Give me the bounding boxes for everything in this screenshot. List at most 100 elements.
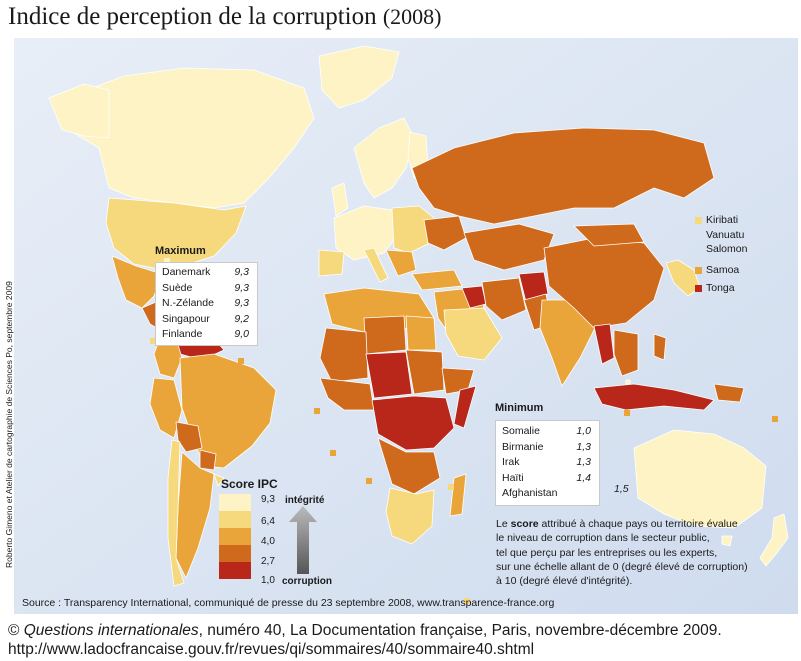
country-c-africa [371,395,455,451]
pacific-item-samoa: Samoa [695,263,739,278]
map-title-year: (2008) [382,4,442,29]
maximum-heading: Maximum [155,245,206,257]
note-line: tel que perçu par les entreprises ou les… [496,546,718,559]
country-name: Singapour [162,312,210,325]
ranking-row: Birmanie 1,3 [496,440,599,456]
country-uk [331,182,349,217]
country-russia [411,127,715,225]
legend-tick: 4,0 [261,536,275,547]
country-afghan [518,271,549,303]
map-title-main: Indice de perception de la corruption [8,3,377,30]
island-marker [238,358,244,364]
country-alaska [48,83,110,139]
country-indonesia [593,383,715,411]
ranking-row: Somalie 1,0 [496,424,599,440]
country-paraguay [199,449,217,471]
country-score: 1,3 [576,440,591,453]
country-score: 9,3 [234,281,249,294]
legend-title: Score IPC [221,477,278,491]
country-italy [363,247,389,283]
island-marker [448,484,454,490]
legend-tick: 6,4 [261,516,275,527]
ranking-row: Irak 1,3 [496,455,599,471]
country-name: Danemark [162,266,211,278]
island-marker [772,416,778,422]
legend-corruption-label: corruption [282,576,332,587]
country-philippines [653,333,667,361]
legend-tick: 1,0 [261,575,275,586]
country-singapore [625,379,631,385]
ranking-row: Suède 9,3 [156,281,257,297]
country-png [713,383,745,403]
ranking-row: N.-Zélande 9,3 [156,296,257,312]
country-burma [593,323,615,365]
country-arabia [443,307,503,361]
swatch-dark [695,284,702,292]
minimum-box: Somalie 1,0 Birmanie 1,3 Irak 1,3 Haïti 1,4 Afgh… [495,420,600,506]
island-marker [164,258,170,264]
country-chad-niger [365,351,413,399]
maximum-box: Danemark 9,3 Suède 9,3 N.-Zélande 9,3 Singapou… [155,262,258,346]
note-line: Le score attribué à chaque pays ou terri… [496,518,738,530]
country-libya [363,315,407,355]
country-turkey [411,269,463,291]
world-map [14,38,798,614]
country-mongolia [573,223,645,247]
ranking-row: Danemark 9,3 [156,265,257,281]
country-s-africa-n [377,437,441,495]
legend-tick: 9,3 [261,494,275,505]
country-score: 9,3 [234,266,249,278]
minimum-heading: Minimum [495,402,544,414]
country-scandinavia [353,117,415,199]
country-score: 9,3 [234,297,249,309]
country-score: 9,2 [234,312,249,325]
country-iran [481,277,527,321]
legend-swatch-2 [219,511,251,528]
country-kazakh [463,223,555,271]
country-australia [633,429,767,529]
note-line: sur une échelle allant de 0 (degré élevé… [496,560,748,573]
legend-integrity-label: intégrité [285,495,325,506]
ranking-row: Singapour 9,2 [156,312,257,328]
ranking-row: Haïti 1,4 [496,471,599,487]
country-nz [759,513,789,567]
legend-tick: 2,7 [261,556,275,567]
country-name: Somalie [502,425,540,437]
country-name: N.-Zélande [162,297,214,309]
country-tasmania [721,535,733,547]
footer-url[interactable]: http://www.ladocfrancaise.gouv.fr/revues… [8,641,535,658]
ranking-row: Finlande 9,0 [156,327,257,343]
country-egypt [405,315,437,351]
country-score: 1,4 [576,471,591,484]
country-ukraine [423,215,467,251]
source-line: Source : Transparency International, com… [22,597,555,609]
country-sahel [319,327,369,383]
pacific-list-light: Kiribati Vanuatu Salomon [695,213,747,257]
country-score: 1,3 [576,456,591,468]
country-w-africa [319,377,375,411]
country-balkans [385,249,417,277]
note-line: le niveau de corruption dans le secteur … [496,532,710,545]
pacific-item-tonga: Tonga [695,281,735,296]
island-marker [330,450,336,456]
country-name: Suède [162,281,193,294]
footer-citation: © Questions internationales, numéro 40, … [8,622,722,639]
ranking-row: Afghanistan [496,486,599,502]
country-greenland [318,45,400,109]
island-marker [464,598,470,604]
country-peru [149,377,183,439]
swatch-mid [695,266,702,274]
country-name: Haïti [502,471,524,484]
country-name: Afghanistan [502,487,558,499]
island-marker [150,338,156,344]
country-somalia [453,385,477,429]
swatch-light [695,216,702,224]
island-marker [314,408,320,414]
legend-swatch-3 [219,528,251,545]
country-usa [105,197,247,271]
country-score: 9,0 [234,328,249,340]
legend-swatch-5 [219,562,251,579]
country-name: Birmanie [502,440,544,453]
country-iberia [318,249,345,277]
country-name: Irak [502,456,520,468]
